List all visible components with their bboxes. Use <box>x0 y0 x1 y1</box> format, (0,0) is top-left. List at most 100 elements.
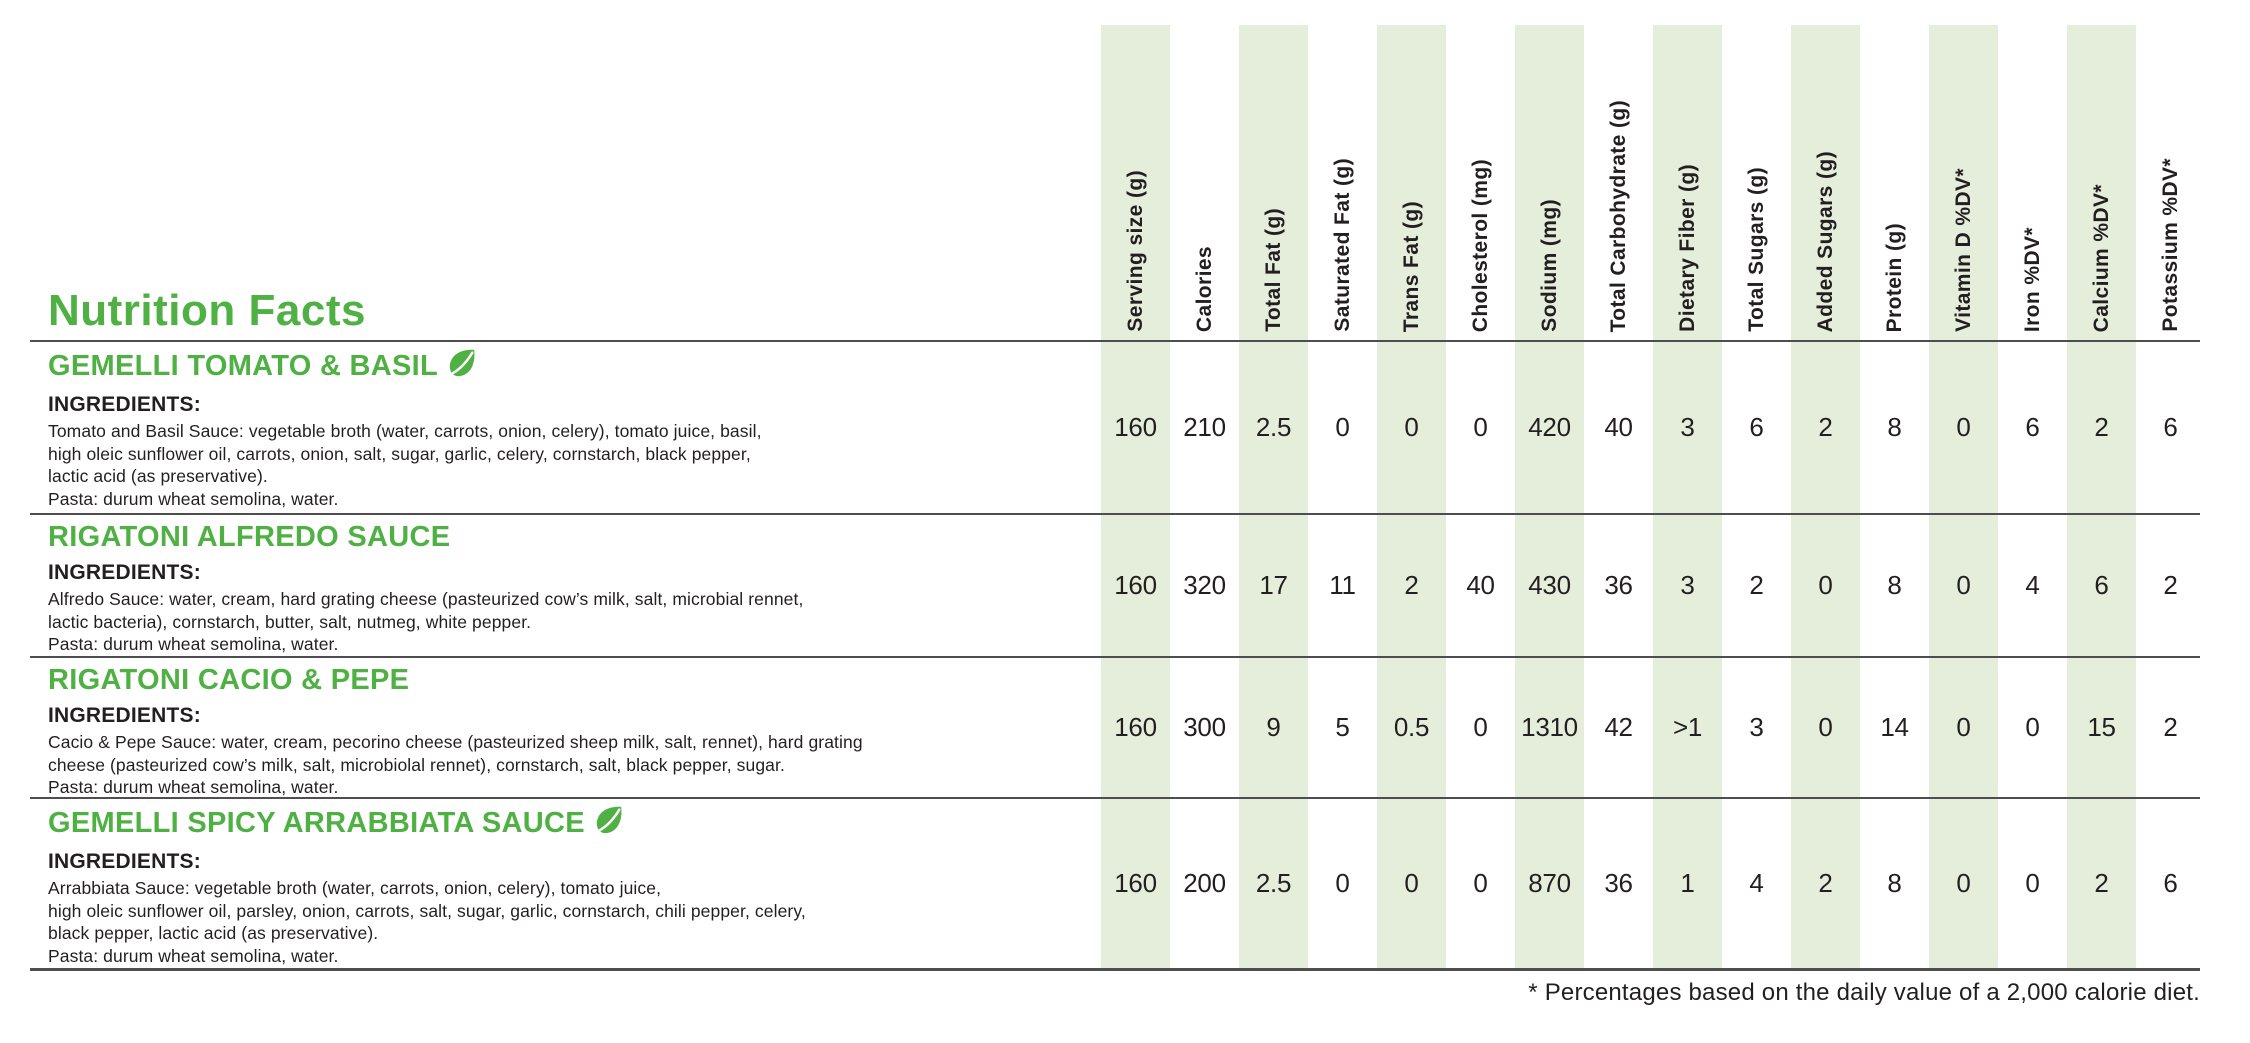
column-header: Iron %DV* <box>1998 25 2067 332</box>
column-stripe <box>1653 25 1722 968</box>
value-cell: 160 <box>1114 569 1157 600</box>
value-cell: 0 <box>1956 711 1971 742</box>
product-name-label: RIGATONI ALFREDO SAUCE <box>48 521 451 553</box>
value-cell: 4 <box>1749 867 1764 898</box>
value-cell: 0 <box>1956 569 1971 600</box>
value-cell: 0 <box>1956 867 1971 898</box>
divider-rule <box>30 513 2200 515</box>
divider-rule <box>30 797 2200 799</box>
column-header: Total Carbohydrate (g) <box>1584 25 1653 332</box>
ingredients-text: Arrabbiata Sauce: vegetable broth (water… <box>48 878 806 966</box>
column-header: Calories <box>1170 25 1239 332</box>
column-header: Dietary Fiber (g) <box>1653 25 1722 332</box>
page-title: Nutrition Facts <box>48 286 366 335</box>
value-cell: 160 <box>1114 711 1157 742</box>
value-cell: 0 <box>2025 711 2040 742</box>
value-cell: 2 <box>2163 569 2178 600</box>
column-header: Serving size (g) <box>1101 25 1170 332</box>
value-cell: 0 <box>1335 867 1350 898</box>
value-cell: 36 <box>1604 867 1633 898</box>
product-name: RIGATONI CACIO & PEPE <box>48 664 1108 696</box>
ingredients-label: INGREDIENTS: <box>48 393 201 416</box>
column-header: Saturated Fat (g) <box>1308 25 1377 332</box>
column-header-label: Saturated Fat (g) <box>1331 158 1354 332</box>
product-section: GEMELLI TOMATO & BASIL INGREDIENTS: Tomato… <box>48 348 1108 510</box>
value-cell: 0 <box>2025 867 2040 898</box>
divider-rule <box>30 340 2200 342</box>
column-stripe <box>1377 25 1446 968</box>
ingredients-label: INGREDIENTS: <box>48 704 201 727</box>
value-cell: 8 <box>1887 411 1902 442</box>
product-section: RIGATONI ALFREDO SAUCE INGREDIENTS: Alfred… <box>48 521 1108 656</box>
value-cell: 8 <box>1887 867 1902 898</box>
column-header-label: Total Sugars (g) <box>1745 167 1768 332</box>
column-header: Added Sugars (g) <box>1791 25 1860 332</box>
product-name-label: GEMELLI TOMATO & BASIL <box>48 350 439 382</box>
column-header-label: Calcium %DV* <box>2090 183 2113 332</box>
value-cell: 320 <box>1183 569 1226 600</box>
value-cell: 420 <box>1528 411 1571 442</box>
column-header: Cholesterol (mg) <box>1446 25 1515 332</box>
value-cell: 300 <box>1183 711 1226 742</box>
column-stripe <box>1791 25 1860 968</box>
ingredients-text: Tomato and Basil Sauce: vegetable broth … <box>48 421 762 509</box>
column-header-label: Total Carbohydrate (g) <box>1607 99 1630 332</box>
column-header-label: Trans Fat (g) <box>1400 200 1423 332</box>
value-cell: 430 <box>1528 569 1571 600</box>
column-header: Sodium (mg) <box>1515 25 1584 332</box>
column-stripe <box>1515 25 1584 968</box>
value-cell: 6 <box>2025 411 2040 442</box>
column-header-label: Dietary Fiber (g) <box>1676 164 1699 332</box>
value-cell: 2 <box>1818 867 1833 898</box>
column-header-label: Vitamin D %DV* <box>1952 168 1975 332</box>
value-cell: 3 <box>1680 569 1695 600</box>
column-header: Calcium %DV* <box>2067 25 2136 332</box>
value-cell: 1310 <box>1521 711 1578 742</box>
value-cell: 14 <box>1880 711 1909 742</box>
column-header-label: Protein (g) <box>1883 222 1906 332</box>
value-cell: 3 <box>1680 411 1695 442</box>
ingredients-text: Alfredo Sauce: water, cream, hard gratin… <box>48 589 804 654</box>
value-cell: 0 <box>1818 711 1833 742</box>
value-cell: 17 <box>1259 569 1288 600</box>
leaf-icon <box>594 805 624 842</box>
value-cell: 2.5 <box>1255 867 1292 898</box>
column-header: Total Sugars (g) <box>1722 25 1791 332</box>
column-header-label: Total Fat (g) <box>1262 208 1285 332</box>
column-header-label: Added Sugars (g) <box>1814 150 1837 332</box>
value-cell: 6 <box>1749 411 1764 442</box>
product-name: GEMELLI TOMATO & BASIL <box>48 348 1108 385</box>
value-cell: 0 <box>1818 569 1833 600</box>
value-cell: 15 <box>2087 711 2116 742</box>
column-header: Total Fat (g) <box>1239 25 1308 332</box>
value-cell: 11 <box>1329 569 1356 600</box>
value-cell: 6 <box>2094 569 2109 600</box>
product-section: GEMELLI SPICY ARRABBIATA SAUCE INGREDIENT… <box>48 805 1108 967</box>
value-cell: >1 <box>1672 711 1703 742</box>
column-stripe <box>1239 25 1308 968</box>
value-cell: 2 <box>1404 569 1419 600</box>
value-cell: 0 <box>1473 867 1488 898</box>
column-header-label: Potassium %DV* <box>2159 158 2182 332</box>
value-cell: 40 <box>1466 569 1495 600</box>
value-cell: 0 <box>1473 411 1488 442</box>
value-cell: 160 <box>1114 867 1157 898</box>
value-cell: 2 <box>1818 411 1833 442</box>
column-header: Vitamin D %DV* <box>1929 25 1998 332</box>
column-stripe <box>1929 25 1998 968</box>
value-cell: 4 <box>2025 569 2040 600</box>
leaf-icon <box>447 348 477 385</box>
value-cell: 0.5 <box>1393 711 1430 742</box>
value-cell: 36 <box>1604 569 1633 600</box>
column-header: Trans Fat (g) <box>1377 25 1446 332</box>
value-cell: 2 <box>2094 411 2109 442</box>
product-section: RIGATONI CACIO & PEPE INGREDIENTS: Cacio &… <box>48 664 1108 799</box>
product-name-label: GEMELLI SPICY ARRABBIATA SAUCE <box>48 807 585 839</box>
value-cell: 9 <box>1266 711 1281 742</box>
value-cell: 200 <box>1183 867 1226 898</box>
value-cell: 2 <box>1749 569 1764 600</box>
value-cell: 1 <box>1680 867 1695 898</box>
value-cell: 0 <box>1404 411 1419 442</box>
value-cell: 2 <box>2163 711 2178 742</box>
